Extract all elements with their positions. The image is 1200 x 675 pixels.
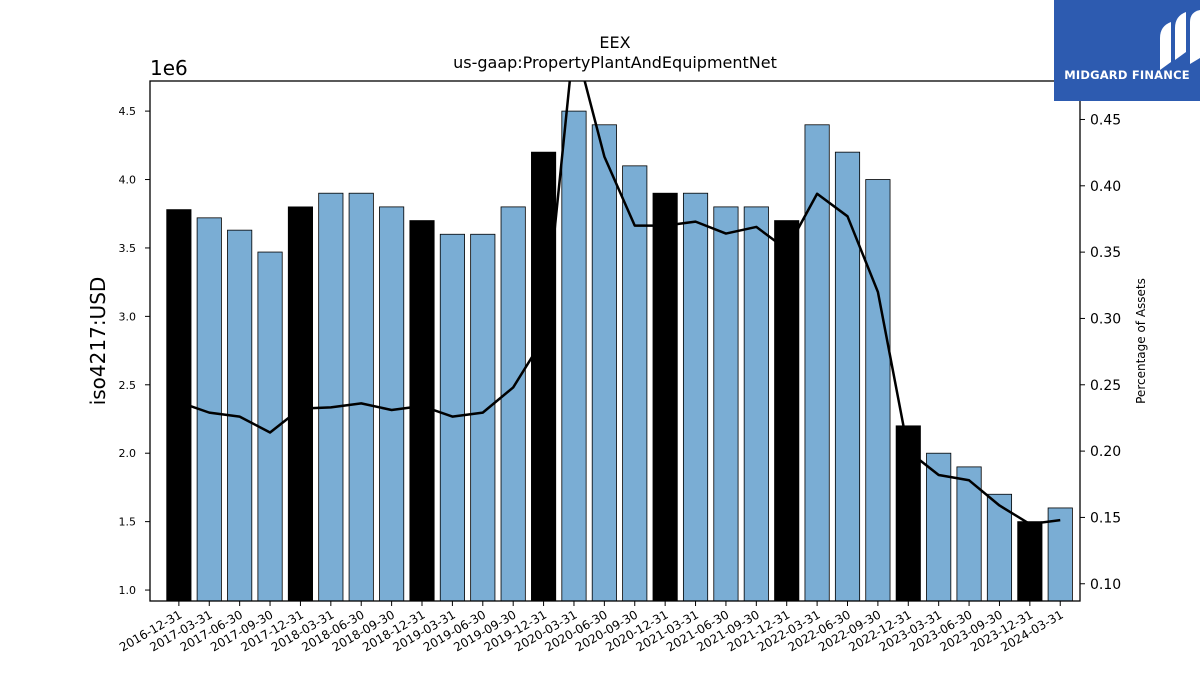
chart-subtitle: us-gaap:PropertyPlantAndEquipmentNet xyxy=(453,53,777,72)
plot-frame xyxy=(149,80,1081,602)
bar-2019-06-30 xyxy=(470,233,496,602)
y-tick-label: 2.0 xyxy=(119,447,137,460)
y-tick-label: 4.0 xyxy=(119,174,137,187)
y-tick-label: 1.0 xyxy=(119,584,137,597)
bar-2021-12-31 xyxy=(774,220,800,602)
bar-2019-12-31 xyxy=(531,151,557,602)
bar-2018-12-31 xyxy=(409,220,435,602)
y-axis-label: iso4217:USD xyxy=(86,277,110,406)
bar-2020-06-30 xyxy=(591,124,617,602)
y2-tick-label: 0.25 xyxy=(1090,378,1121,394)
bar-2018-09-30 xyxy=(379,206,405,602)
logo-text: MIDGARD FINANCE xyxy=(1064,68,1190,82)
bar-2020-09-30 xyxy=(622,165,648,602)
bar-2023-09-30 xyxy=(986,493,1013,602)
bars xyxy=(166,110,1073,602)
bar-2024-03-31 xyxy=(1047,507,1073,602)
bar-2020-12-31 xyxy=(652,192,678,602)
y-tick-label: 1.5 xyxy=(119,516,137,529)
y2-tick-label: 0.40 xyxy=(1090,179,1121,195)
chart-title: EEX xyxy=(599,33,630,52)
y2-tick-label: 0.15 xyxy=(1090,510,1121,526)
bar-2021-03-31 xyxy=(682,192,709,602)
y2-axis-label: Percentage of Assets xyxy=(1134,278,1148,404)
percentage-of-assets-line xyxy=(178,81,1061,526)
bar-2018-06-30 xyxy=(348,192,374,602)
line-layer xyxy=(178,81,1061,526)
y2-tick-label: 0.20 xyxy=(1090,444,1121,460)
bar-2019-09-30 xyxy=(500,206,526,602)
y-tick-label: 3.5 xyxy=(119,242,137,255)
y2-tick-label: 0.30 xyxy=(1090,311,1121,327)
y2-tick-label: 0.35 xyxy=(1090,245,1121,261)
bar-2022-12-31 xyxy=(895,425,921,602)
y-tick-label: 4.5 xyxy=(119,105,137,118)
y2-tick-label: 0.10 xyxy=(1090,577,1121,593)
y-tick-label: 2.5 xyxy=(119,379,137,392)
midgard-finance-logo: MIDGARD FINANCE xyxy=(1054,0,1200,101)
midgard-logo-icon xyxy=(1160,10,1200,70)
bar-2018-03-31 xyxy=(318,192,344,602)
bar-2023-06-30 xyxy=(956,466,982,602)
bar-2022-09-30 xyxy=(865,179,891,602)
bar-2021-06-30 xyxy=(713,206,739,602)
bar-2020-03-31 xyxy=(561,110,587,602)
bar-2022-03-31 xyxy=(804,124,830,602)
y-offset-label: 1e6 xyxy=(150,56,188,80)
y2-tick-label: 0.45 xyxy=(1090,112,1121,128)
y-tick-label: 3.0 xyxy=(119,310,137,323)
bar-2023-12-31 xyxy=(1017,521,1043,602)
bar-2021-09-30 xyxy=(743,206,769,602)
bar-2017-12-31 xyxy=(287,206,313,602)
